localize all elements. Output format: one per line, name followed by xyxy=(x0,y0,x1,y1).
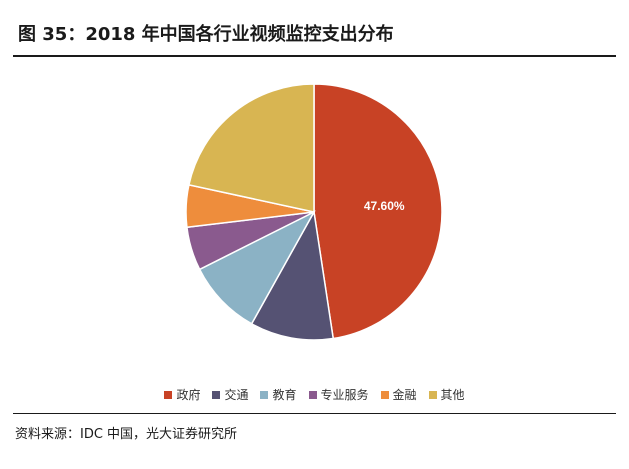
pie-slice-6 xyxy=(188,83,315,213)
pie-slice-2 xyxy=(250,209,335,341)
source-note: 资料来源：IDC 中国，光大证券研究所 xyxy=(15,427,238,442)
data-label-1: 47.60% xyxy=(364,199,405,213)
legend-swatch-4 xyxy=(308,390,317,399)
legend-item-5: 金融 xyxy=(380,386,417,403)
legend-item-3: 教育 xyxy=(260,386,297,403)
figure-title: 图 35：2018 年中国各行业视频监控支出分布 xyxy=(18,24,394,45)
pie-slice-1 xyxy=(313,83,443,340)
legend-label-5: 金融 xyxy=(392,388,417,402)
legend-swatch-6 xyxy=(428,390,437,399)
pie-slice-3 xyxy=(198,210,316,325)
pie-chart: 47.60% xyxy=(185,83,443,341)
legend-label-6: 其他 xyxy=(440,388,465,402)
legend-swatch-1 xyxy=(164,390,173,399)
legend-label-3: 教育 xyxy=(272,388,297,402)
legend-swatch-2 xyxy=(212,390,221,399)
legend-item-6: 其他 xyxy=(428,386,465,403)
legend-item-4: 专业服务 xyxy=(308,386,369,403)
top-rule xyxy=(13,55,616,57)
bottom-rule xyxy=(13,413,616,414)
legend-label-4: 专业服务 xyxy=(320,388,369,402)
legend-label-2: 交通 xyxy=(224,388,249,402)
chart-legend: 政府 交通 教育 专业服务 金融 其他 xyxy=(0,386,629,403)
legend-swatch-5 xyxy=(380,390,389,399)
legend-item-2: 交通 xyxy=(212,386,248,403)
legend-item-1: 政府 xyxy=(164,386,200,403)
legend-label-1: 政府 xyxy=(176,388,201,402)
legend-swatch-3 xyxy=(260,390,269,399)
